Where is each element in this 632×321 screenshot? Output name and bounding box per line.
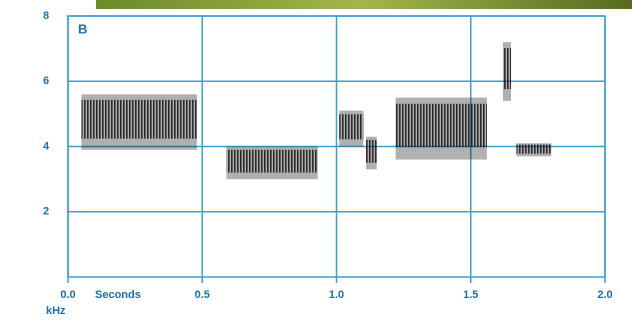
y-tick-label: 6 <box>43 75 49 87</box>
y-tick-label: 4 <box>43 140 50 152</box>
panel-label: B <box>78 21 87 36</box>
y-tick-label: 2 <box>43 206 49 218</box>
x-tick-label: 0.0 <box>60 289 75 301</box>
sound-texture <box>395 103 487 148</box>
photo-strip <box>96 0 632 9</box>
y-axis-label: kHz <box>46 305 66 317</box>
sound-texture <box>81 99 197 139</box>
y-tick-label: 8 <box>43 10 49 22</box>
sound-texture <box>339 114 364 140</box>
sound-texture <box>516 144 552 154</box>
x-axis-label: Seconds <box>95 289 141 301</box>
sound-texture <box>366 139 377 163</box>
sound-texture <box>226 149 318 173</box>
x-tick-label: 1.5 <box>463 289 478 301</box>
sound-texture <box>502 47 512 90</box>
x-tick-label: 0.5 <box>195 289 210 301</box>
x-tick-label: 2.0 <box>597 289 612 301</box>
x-tick-label: 1.0 <box>329 289 344 301</box>
